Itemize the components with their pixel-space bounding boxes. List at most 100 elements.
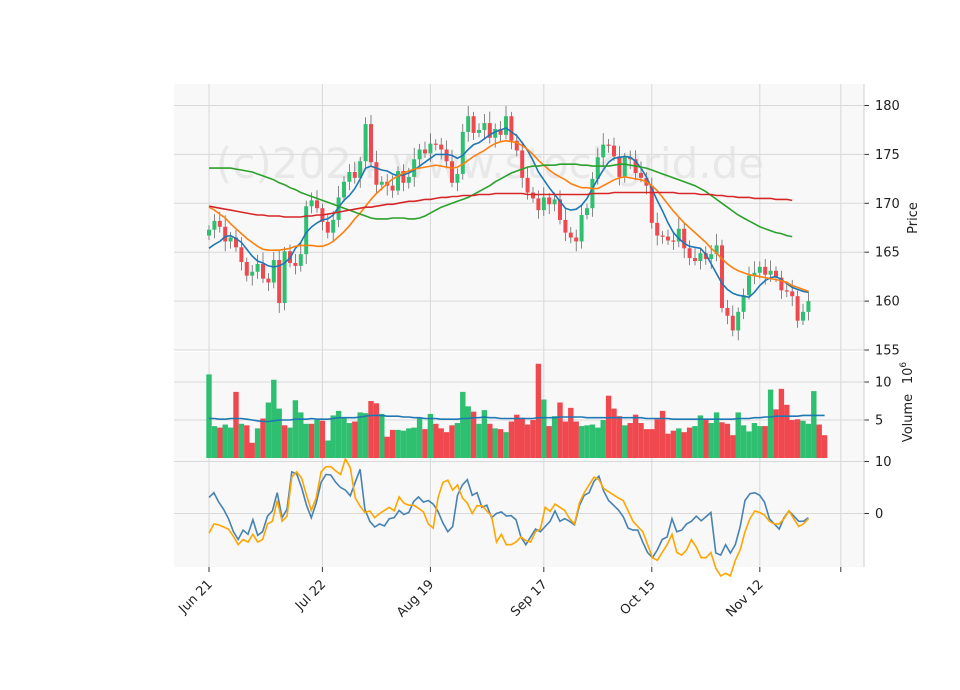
candlestick <box>504 105 508 140</box>
volume-bar <box>746 431 752 458</box>
volume-bar <box>600 420 606 458</box>
candlestick <box>741 288 746 319</box>
x-tick-label: Sep 17 <box>508 577 551 620</box>
volume-bar <box>551 416 558 458</box>
candlestick <box>363 117 368 169</box>
volume-bar <box>692 426 698 458</box>
candlestick <box>244 257 249 282</box>
candlestick <box>520 141 525 188</box>
volume-bar <box>460 391 466 458</box>
volume-bar <box>654 419 660 458</box>
volume-bar <box>767 389 774 458</box>
price-tick-label: 160 <box>875 295 900 310</box>
candlestick <box>212 214 217 239</box>
volume-bar <box>389 429 396 458</box>
volume-bar <box>686 427 693 458</box>
volume-bar <box>438 428 444 458</box>
volume-bar <box>740 425 747 458</box>
volume-bar <box>395 429 401 458</box>
volume-bar <box>443 432 450 458</box>
candlestick <box>482 114 487 139</box>
candlestick <box>331 210 336 243</box>
candlestick <box>514 133 519 157</box>
volume-bar <box>735 412 741 458</box>
volume-bar <box>487 423 493 458</box>
oscillator-tick-label: 0 <box>875 507 883 522</box>
volume-bar <box>649 429 655 458</box>
candlestick <box>433 139 438 151</box>
candlestick <box>487 111 492 144</box>
candlestick <box>217 211 222 233</box>
candlestick <box>498 121 503 142</box>
moving-average-line <box>208 127 809 299</box>
volume-bar <box>260 418 266 458</box>
candlestick <box>396 166 400 195</box>
volume-bar <box>670 430 677 458</box>
candlestick <box>568 227 573 244</box>
candlestick <box>358 156 363 188</box>
volume-bar <box>373 403 380 458</box>
volume-bar <box>573 421 579 458</box>
candlestick <box>682 223 687 259</box>
candlestick <box>714 233 719 262</box>
volume-bar <box>222 424 228 458</box>
volume-bar <box>330 415 336 458</box>
candlestick <box>255 254 260 279</box>
oscillator-tick-label: 10 <box>875 455 892 470</box>
price-panel <box>207 105 811 341</box>
volume-bar <box>616 416 623 458</box>
moving-average-line <box>209 163 793 238</box>
moving-average-line <box>208 191 793 218</box>
candlestick <box>547 193 552 215</box>
volume-bar <box>325 440 331 458</box>
volume-bar <box>346 423 353 458</box>
candlestick <box>315 190 319 213</box>
volume-bar <box>379 413 385 458</box>
candlestick <box>676 217 681 248</box>
candlestick <box>466 105 471 142</box>
price-tick-label: 155 <box>875 344 900 359</box>
volume-bar <box>292 400 299 458</box>
volume-bar <box>319 420 326 458</box>
candlestick <box>228 231 233 249</box>
candlestick <box>639 161 643 183</box>
grid-lines <box>174 84 864 567</box>
volume-bar <box>805 423 812 458</box>
volume-bar <box>681 432 687 458</box>
candlestick <box>606 139 611 153</box>
volume-bar <box>233 391 239 458</box>
volume-bar <box>665 433 671 458</box>
volume-exponent-label: 106 <box>899 362 916 385</box>
x-tick-label: Oct 15 <box>618 577 659 618</box>
volume-bar <box>449 425 455 458</box>
candlestick <box>612 137 616 161</box>
volume-bar <box>708 423 714 458</box>
x-tick-label: Nov 12 <box>723 577 766 620</box>
candlestick <box>509 111 514 150</box>
volume-bar <box>719 422 725 458</box>
candlestick <box>752 261 757 285</box>
candlestick <box>736 307 741 341</box>
volume-bar <box>411 427 417 458</box>
volume-bar <box>254 428 261 458</box>
candlestick <box>693 247 697 266</box>
volume-bar <box>541 399 547 458</box>
volume-bar <box>400 430 407 458</box>
volume-bar <box>816 424 822 458</box>
candlestick <box>579 204 584 249</box>
volume-bar <box>470 411 477 458</box>
candlestick <box>423 141 427 158</box>
candlestick <box>223 215 228 252</box>
candlestick <box>439 137 444 160</box>
volume-bar <box>217 427 223 458</box>
candlestick <box>342 176 346 202</box>
candlestick <box>207 225 211 240</box>
volume-bar <box>271 379 277 458</box>
volume-bar <box>794 419 801 458</box>
volume-tick-label: 10 <box>875 376 892 391</box>
volume-bar <box>821 435 828 458</box>
candlestick <box>779 270 784 299</box>
volume-bar <box>546 426 552 458</box>
candlestick <box>471 111 476 141</box>
